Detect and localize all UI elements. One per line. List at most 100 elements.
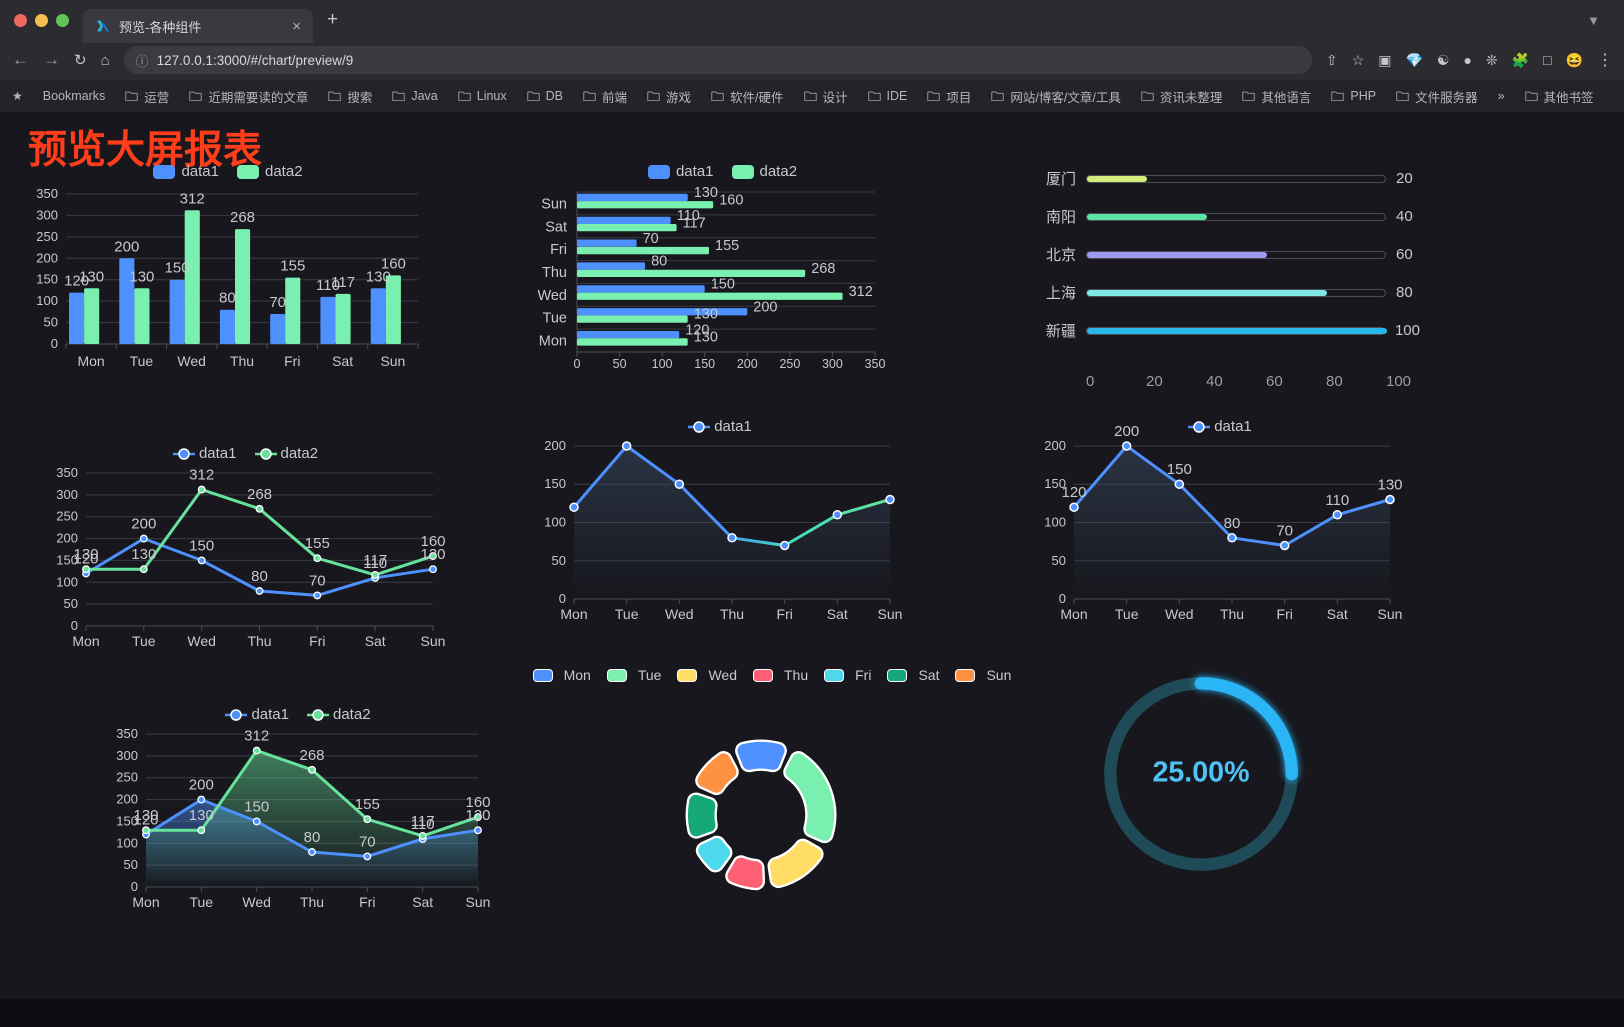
svg-text:Sat: Sat bbox=[1327, 606, 1348, 622]
svg-text:Sun: Sun bbox=[380, 353, 405, 369]
svg-text:Thu: Thu bbox=[542, 265, 567, 281]
svg-text:160: 160 bbox=[465, 794, 490, 811]
svg-text:Fri: Fri bbox=[1277, 606, 1293, 622]
svg-text:312: 312 bbox=[180, 190, 205, 207]
svg-text:200: 200 bbox=[1114, 423, 1139, 440]
svg-text:160: 160 bbox=[420, 533, 445, 550]
svg-text:268: 268 bbox=[230, 209, 255, 226]
svg-text:200: 200 bbox=[753, 299, 777, 315]
svg-text:Tue: Tue bbox=[1115, 606, 1139, 622]
svg-text:0: 0 bbox=[574, 357, 581, 371]
svg-text:Fri: Fri bbox=[777, 606, 793, 622]
svg-text:Thu: Thu bbox=[300, 894, 324, 910]
svg-text:50: 50 bbox=[1052, 553, 1066, 568]
svg-text:155: 155 bbox=[715, 238, 739, 254]
svg-text:300: 300 bbox=[36, 207, 58, 222]
svg-text:100: 100 bbox=[36, 293, 58, 308]
svg-text:155: 155 bbox=[355, 796, 380, 813]
svg-text:Mon: Mon bbox=[132, 894, 159, 910]
svg-text:200: 200 bbox=[544, 438, 566, 453]
svg-text:80: 80 bbox=[1224, 515, 1241, 532]
svg-text:Thu: Thu bbox=[720, 606, 744, 622]
svg-text:250: 250 bbox=[116, 770, 138, 785]
svg-text:312: 312 bbox=[189, 467, 214, 484]
svg-text:Sat: Sat bbox=[365, 633, 386, 649]
svg-text:117: 117 bbox=[363, 552, 387, 569]
svg-text:200: 200 bbox=[131, 516, 156, 533]
svg-text:150: 150 bbox=[711, 277, 735, 293]
svg-text:70: 70 bbox=[643, 231, 659, 247]
svg-text:70: 70 bbox=[359, 833, 376, 850]
svg-text:Mon: Mon bbox=[1060, 606, 1087, 622]
svg-text:200: 200 bbox=[189, 777, 214, 794]
svg-text:Thu: Thu bbox=[247, 633, 271, 649]
svg-text:350: 350 bbox=[36, 186, 58, 201]
svg-text:Fri: Fri bbox=[359, 894, 375, 910]
svg-text:150: 150 bbox=[544, 476, 566, 491]
svg-text:70: 70 bbox=[1276, 523, 1293, 540]
svg-text:130: 130 bbox=[1377, 477, 1402, 494]
svg-text:120: 120 bbox=[1061, 484, 1086, 501]
svg-text:0: 0 bbox=[559, 591, 566, 606]
svg-text:Fri: Fri bbox=[550, 242, 567, 258]
svg-text:Wed: Wed bbox=[1165, 606, 1194, 622]
svg-text:150: 150 bbox=[189, 537, 214, 554]
svg-text:70: 70 bbox=[309, 572, 326, 589]
svg-text:160: 160 bbox=[381, 255, 406, 272]
svg-text:350: 350 bbox=[116, 726, 138, 741]
svg-text:155: 155 bbox=[305, 535, 330, 552]
svg-text:80: 80 bbox=[219, 290, 236, 307]
svg-text:50: 50 bbox=[124, 857, 138, 872]
svg-text:130: 130 bbox=[131, 546, 156, 563]
svg-text:150: 150 bbox=[165, 260, 190, 277]
svg-text:80: 80 bbox=[304, 829, 321, 846]
svg-text:Mon: Mon bbox=[72, 633, 99, 649]
svg-text:Sun: Sun bbox=[878, 606, 903, 622]
svg-text:80: 80 bbox=[651, 254, 667, 270]
svg-text:200: 200 bbox=[1044, 438, 1066, 453]
svg-text:100: 100 bbox=[652, 357, 673, 371]
svg-text:130: 130 bbox=[129, 268, 154, 285]
svg-text:Wed: Wed bbox=[537, 288, 567, 304]
svg-text:268: 268 bbox=[811, 261, 835, 277]
svg-text:Mon: Mon bbox=[560, 606, 587, 622]
svg-text:Tue: Tue bbox=[543, 311, 567, 327]
svg-text:50: 50 bbox=[44, 315, 58, 330]
svg-text:0: 0 bbox=[131, 879, 138, 894]
svg-text:Tue: Tue bbox=[130, 353, 154, 369]
svg-text:Mon: Mon bbox=[539, 334, 567, 350]
svg-text:130: 130 bbox=[73, 546, 98, 563]
svg-text:0: 0 bbox=[1059, 591, 1066, 606]
svg-text:155: 155 bbox=[280, 258, 305, 275]
svg-text:250: 250 bbox=[56, 509, 78, 524]
svg-text:Tue: Tue bbox=[615, 606, 639, 622]
svg-text:Wed: Wed bbox=[665, 606, 694, 622]
svg-text:312: 312 bbox=[849, 284, 873, 300]
svg-text:150: 150 bbox=[1167, 461, 1192, 478]
svg-text:200: 200 bbox=[116, 792, 138, 807]
svg-text:130: 130 bbox=[694, 307, 718, 323]
svg-text:130: 130 bbox=[189, 807, 214, 824]
svg-text:250: 250 bbox=[36, 229, 58, 244]
svg-text:200: 200 bbox=[36, 250, 58, 265]
svg-text:Sat: Sat bbox=[412, 894, 433, 910]
svg-text:110: 110 bbox=[1325, 492, 1349, 509]
svg-text:Thu: Thu bbox=[230, 353, 254, 369]
svg-text:100: 100 bbox=[544, 515, 566, 530]
svg-text:50: 50 bbox=[64, 596, 78, 611]
svg-text:130: 130 bbox=[694, 330, 718, 346]
svg-text:350: 350 bbox=[865, 357, 886, 371]
svg-text:0: 0 bbox=[71, 618, 78, 633]
svg-text:150: 150 bbox=[694, 357, 715, 371]
svg-text:200: 200 bbox=[737, 357, 758, 371]
svg-text:Sun: Sun bbox=[466, 894, 491, 910]
svg-text:Sat: Sat bbox=[332, 353, 353, 369]
svg-text:160: 160 bbox=[719, 193, 743, 209]
svg-text:Sun: Sun bbox=[541, 196, 567, 212]
svg-text:100: 100 bbox=[116, 835, 138, 850]
svg-text:150: 150 bbox=[244, 798, 269, 815]
svg-text:Sat: Sat bbox=[827, 606, 848, 622]
svg-text:130: 130 bbox=[133, 807, 158, 824]
svg-text:100: 100 bbox=[1044, 515, 1066, 530]
svg-text:50: 50 bbox=[613, 357, 627, 371]
